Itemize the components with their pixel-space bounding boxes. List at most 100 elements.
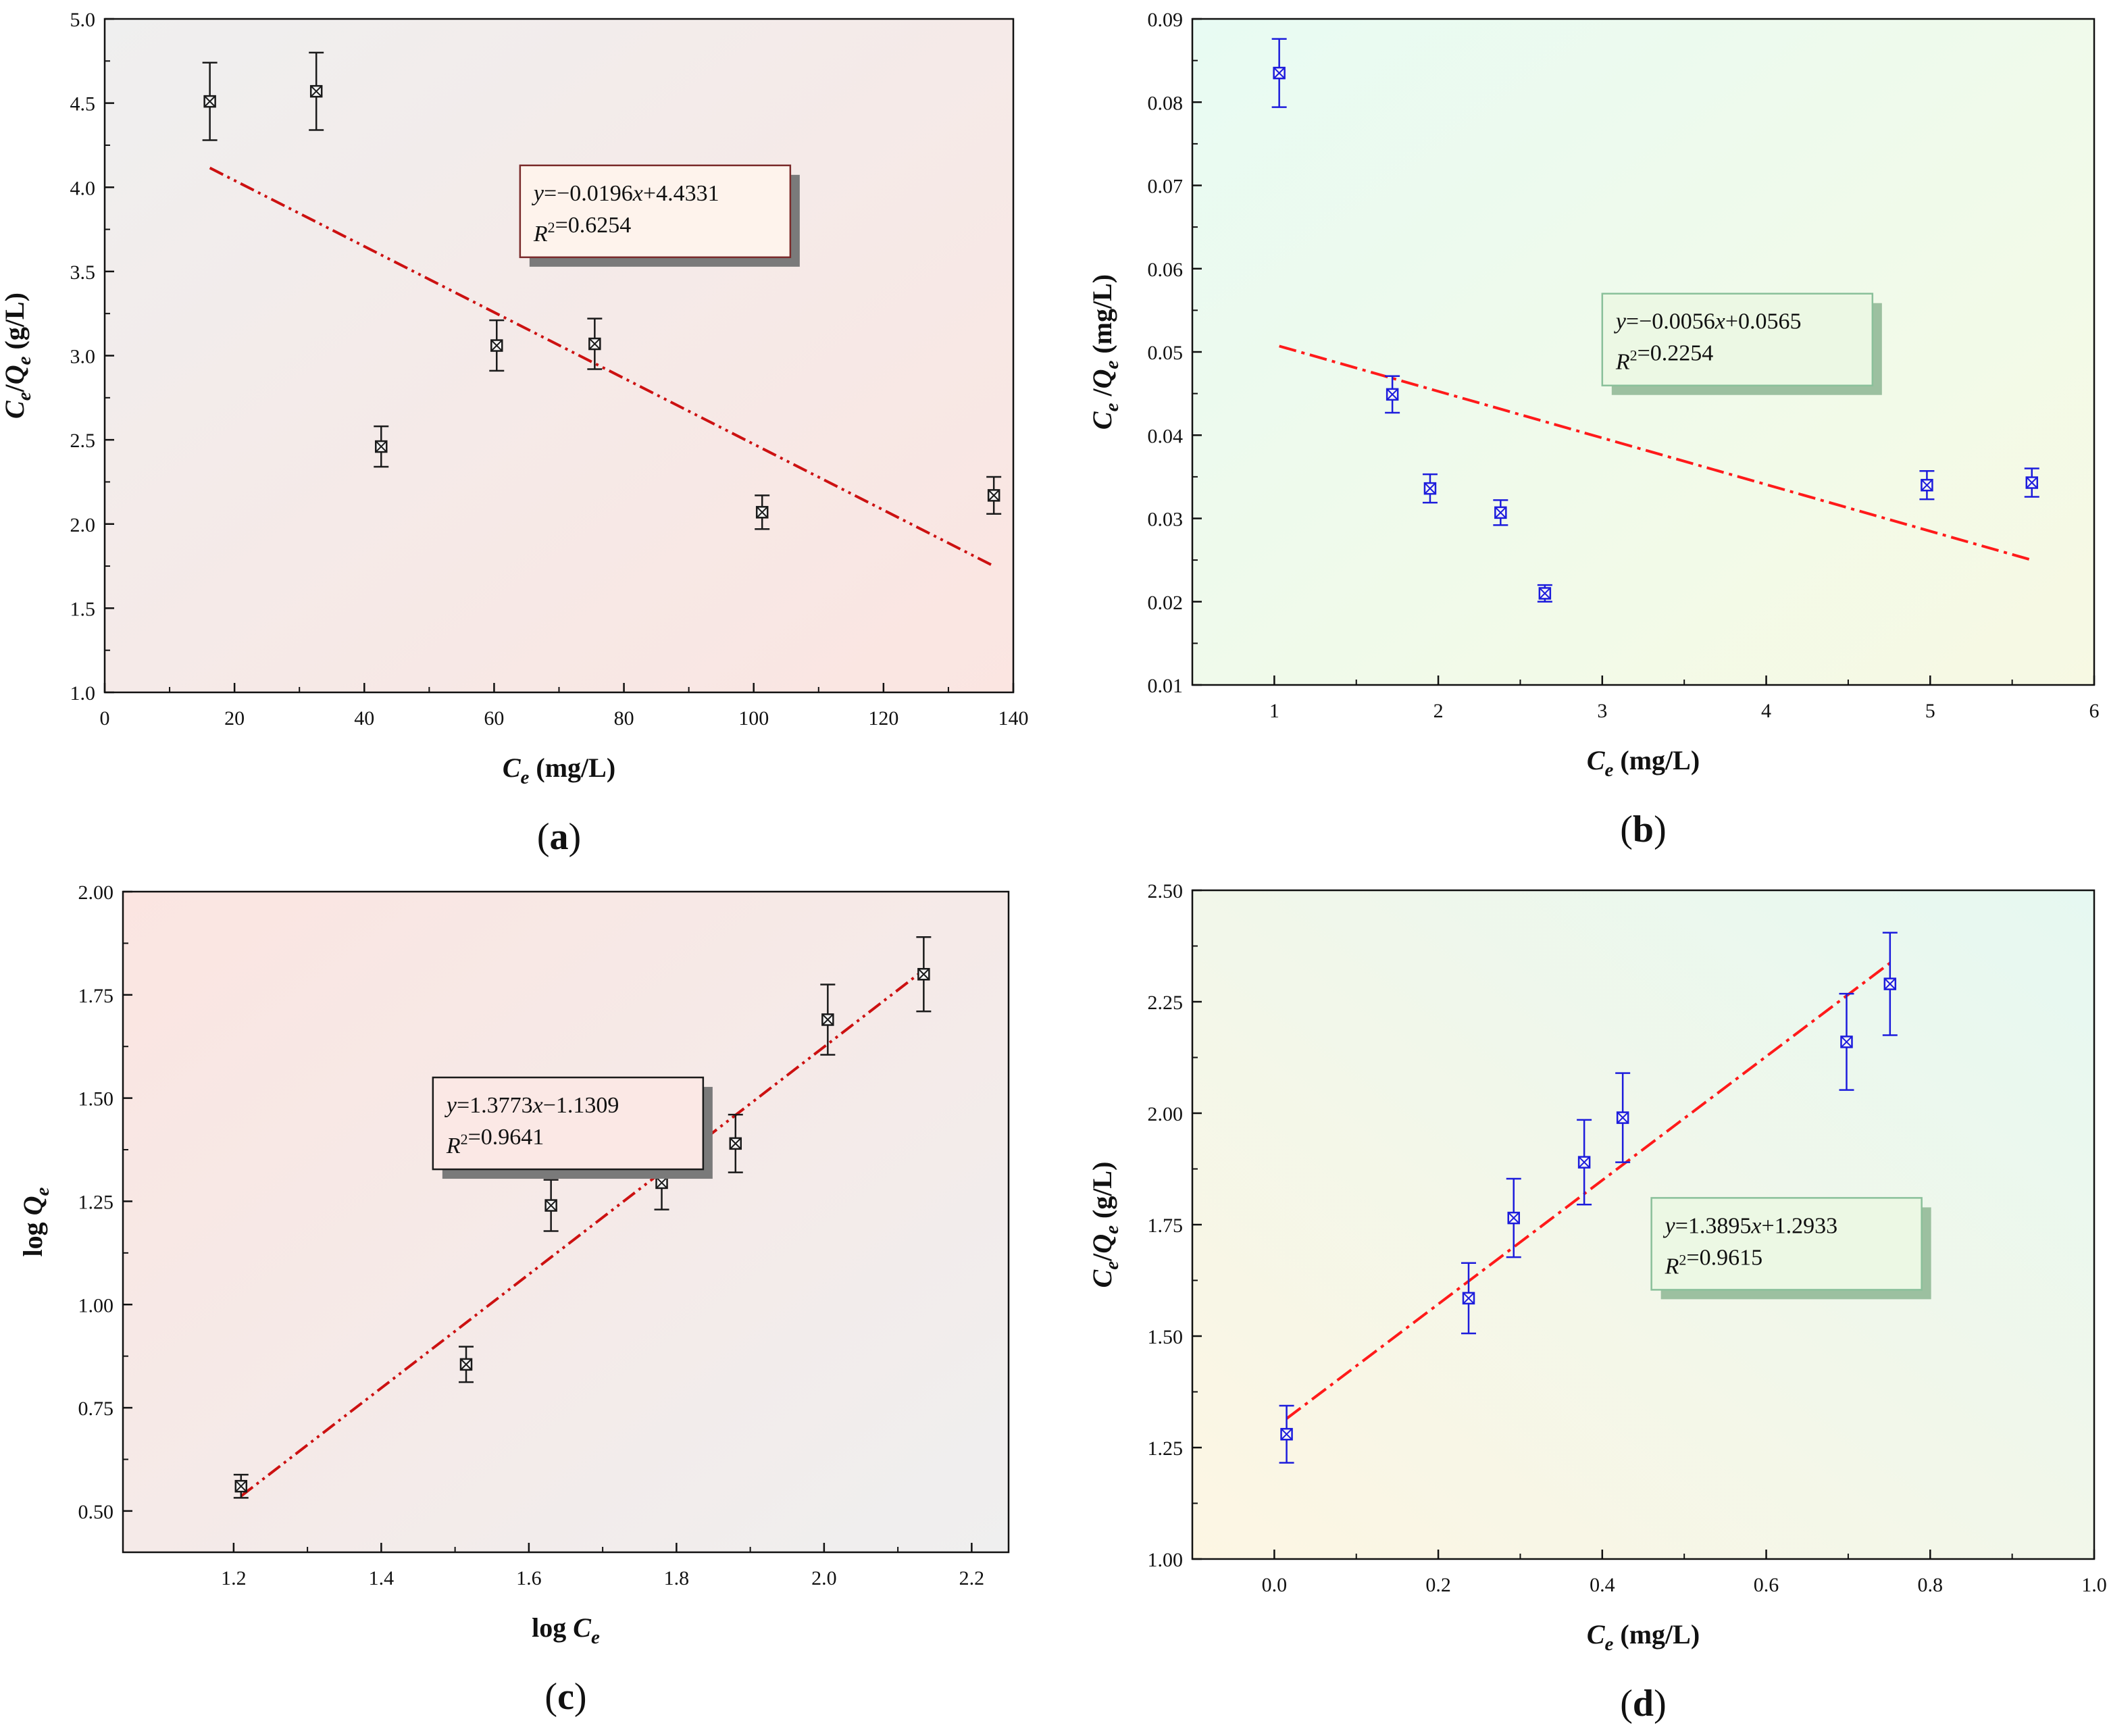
data-point: [1615, 1072, 1631, 1163]
point-marker-cross: [375, 440, 387, 453]
x-tick-label: 120: [868, 707, 898, 730]
r-squared: R2=0.9615: [1665, 1245, 1762, 1279]
y-tick-label: 0.09: [1148, 9, 1184, 31]
point-marker-cross: [588, 338, 601, 350]
y-tick-label: 2.00: [1148, 1103, 1184, 1125]
point-marker-cross: [1840, 1036, 1853, 1048]
point-marker-cross: [1539, 587, 1551, 600]
equation-box: y=1.3773x−1.1309 R2=0.9641: [432, 1076, 713, 1179]
y-axis-title: Ce/Qe (g/L): [0, 292, 35, 419]
equation-background: [1650, 1197, 1923, 1291]
y-tick-label: 2.50: [1148, 880, 1184, 902]
y-tick-label: 0.06: [1148, 259, 1184, 281]
panel-caption: (c): [544, 1676, 586, 1718]
point-marker-cross: [1386, 388, 1398, 401]
panel-c: 1.2 1.4 1.6 1.8 2.0 2.2 0.50 0.75 1.00 1.25 1.50 1.…: [18, 882, 1010, 1718]
fit-equation: y=1.3895x+1.2933: [1663, 1213, 1838, 1238]
x-axis-title: Ce (mg/L): [1587, 745, 1700, 781]
x-tick-label: 0: [100, 707, 110, 730]
y-tick-label: 0.03: [1148, 509, 1184, 531]
equation-background: [519, 164, 792, 259]
y-tick-label: 0.75: [78, 1398, 114, 1420]
data-point: [1537, 584, 1552, 603]
fit-line: [1279, 344, 2033, 562]
y-tick-label: 4.5: [70, 93, 96, 116]
point-marker-cross: [203, 95, 216, 107]
data-point: [986, 476, 1002, 515]
data-point: [374, 425, 389, 468]
plot-background: [105, 19, 1013, 692]
point-marker-cross: [1280, 1428, 1293, 1440]
x-axis-title: Ce (mg/L): [503, 752, 615, 788]
x-tick-label: 3: [1597, 700, 1607, 722]
point-marker-cross: [1508, 1212, 1520, 1224]
point-marker-cross: [1463, 1292, 1475, 1304]
plot-frame: [122, 890, 1010, 1554]
point-marker-cross: [460, 1358, 472, 1371]
point-marker-cross: [730, 1138, 742, 1150]
point-marker-cross: [1884, 977, 1896, 990]
y-tick-label: 1.75: [1148, 1215, 1184, 1237]
equation-box: y=−0.0196x+4.4331 R2=0.6254: [519, 164, 800, 267]
y-tick-label: 1.75: [78, 985, 114, 1007]
y-tick-label: 2.25: [1148, 992, 1184, 1014]
data-point: [1385, 375, 1400, 414]
y-tick-label: 1.0: [70, 682, 96, 705]
point-marker-cross: [1921, 479, 1933, 491]
x-tick-label: 0.4: [1590, 1574, 1615, 1596]
data-point: [587, 317, 603, 370]
y-tick-label: 0.01: [1148, 675, 1184, 697]
panel-d: 0.0 0.2 0.4 0.6 0.8 1.0 1.00 1.25 1.50 1.75 2.00 2.…: [1087, 880, 2107, 1725]
x-tick-label: 0.8: [1918, 1574, 1944, 1596]
data-point: [1461, 1262, 1476, 1335]
y-tick-label: 3.0: [70, 346, 96, 368]
r-squared: R2=0.6254: [533, 213, 631, 247]
y-axis-title: log Qe: [18, 1187, 53, 1256]
x-tick-label: 1.0: [2081, 1574, 2107, 1596]
x-tick-label: 140: [998, 707, 1029, 730]
fit-line: [240, 969, 925, 1498]
x-tick-label: 4: [1761, 700, 1771, 722]
y-tick-label: 4.0: [70, 177, 96, 199]
data-point: [309, 51, 324, 131]
x-tick-label: 1.6: [516, 1567, 542, 1589]
panel-b: 1 2 3 4 5 6 0.01 0.02 0.03 0.04 0.05 0.06 0.07 0.08 0.…: [1087, 9, 2100, 850]
y-axis-title: Ce /Qe (mg/L): [1087, 274, 1123, 430]
y-tick-label: 1.50: [1148, 1326, 1184, 1348]
data-point: [1577, 1119, 1592, 1206]
y-axis-title: Ce/Qe (g/L): [1087, 1162, 1123, 1288]
plot-background: [1192, 890, 2094, 1559]
x-tick-label: 1: [1269, 700, 1279, 722]
y-tick-label: 3.5: [70, 261, 96, 284]
x-tick-label: 2: [1433, 700, 1444, 722]
panel-a: 0 20 40 60 80 100 120 140 1.0 1.5 2.0 2.5 3.0 3.5 4.0 4…: [0, 9, 1029, 858]
point-marker-cross: [655, 1177, 668, 1189]
equation-background: [1601, 292, 1874, 386]
x-tick-label: 80: [614, 707, 634, 730]
y-tick-label: 1.25: [78, 1191, 114, 1213]
y-tick-label: 1.50: [78, 1088, 114, 1110]
fit-line: [209, 166, 995, 567]
data-point: [489, 319, 505, 372]
point-marker-cross: [756, 506, 768, 519]
x-tick-label: 1.8: [664, 1567, 690, 1589]
x-axis-title: Ce (mg/L): [1587, 1619, 1700, 1655]
y-tick-label: 0.04: [1148, 425, 1184, 447]
y-tick-label: 2.00: [78, 882, 114, 904]
point-marker-cross: [917, 968, 930, 980]
x-tick-label: 0.6: [1754, 1574, 1779, 1596]
point-marker-cross: [310, 85, 322, 97]
x-tick-label: 5: [1925, 700, 1935, 722]
x-axis-title: log Ce: [532, 1612, 600, 1648]
x-tick-label: 6: [2089, 700, 2100, 722]
point-marker-cross: [1273, 67, 1286, 79]
data-point: [543, 1179, 559, 1232]
y-tick-label: 5.0: [70, 9, 96, 31]
panel-caption: (d): [1620, 1683, 1666, 1725]
x-tick-label: 60: [484, 707, 504, 730]
point-marker-cross: [1424, 482, 1436, 494]
data-point: [1839, 992, 1854, 1091]
y-tick-label: 0.08: [1148, 92, 1184, 114]
data-point: [233, 1473, 249, 1499]
